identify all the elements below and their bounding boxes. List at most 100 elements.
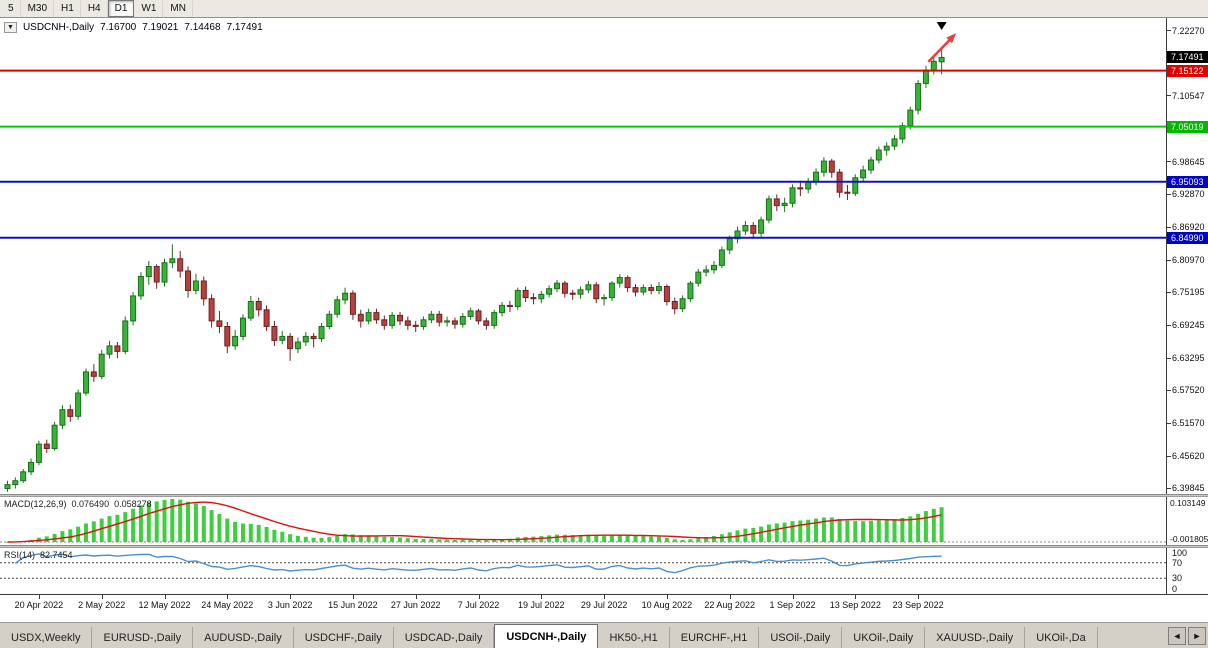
bear-candle [475,310,482,322]
timeframe-button-H1[interactable]: H1 [54,0,81,17]
macd-histogram-bar [814,518,818,542]
price-tick-mark [1167,357,1171,359]
date-tick-mark [101,595,103,599]
timeframe-button-MN[interactable]: MN [163,0,193,17]
price-marker: 7.05019 [1167,120,1208,133]
bull-candle [789,187,796,204]
symbol-tab-ukoil-daily[interactable]: UKOil-,Daily [842,627,926,648]
symbol-tab-usdx-weekly[interactable]: USDX,Weekly [0,627,93,648]
tab-scroll-right-icon[interactable]: ► [1188,627,1206,645]
timeframe-button-D1[interactable]: D1 [107,0,135,17]
macd-histogram-bar [319,537,324,542]
macd-histogram-bar [649,536,654,542]
macd-histogram-bar [99,518,104,542]
macd-histogram-bar [256,524,261,542]
symbol-tab-ukoil-da[interactable]: UKOil-,Da [1025,627,1098,648]
bear-candle [844,191,851,194]
macd-histogram-bar [869,520,873,542]
candlestick-chart[interactable] [0,18,1166,494]
timeframe-button-W1[interactable]: W1 [134,0,164,17]
macd-histogram-bar [421,539,426,542]
macd-histogram-bar [295,535,300,542]
bull-candle [137,276,144,297]
symbol-tab-usdcnh-daily[interactable]: USDCNH-,Daily [494,624,599,648]
bull-candle [75,392,82,417]
bull-candle [169,258,176,264]
macd-histogram-bar [131,508,136,542]
bull-candle [922,69,929,84]
macd-histogram-bar [60,531,65,542]
bull-candle [687,282,694,300]
macd-histogram-bar [107,516,112,542]
bull-candle [734,230,741,240]
macd-histogram-bar [876,520,881,542]
price-tick-label: 7.22270 [1172,25,1205,36]
bear-candle [671,301,678,310]
bull-candle [247,301,254,319]
timeframe-button-H4[interactable]: H4 [81,0,108,17]
bull-candle [601,297,608,300]
symbol-tab-audusd-daily[interactable]: AUDUSD-,Daily [193,627,294,648]
bear-candle [114,345,121,352]
bull-candle [145,266,152,277]
macd-histogram-bar [452,540,457,542]
symbol-tab-hk50-h1[interactable]: HK50-,H1 [598,627,670,648]
price-tick-label: 6.39845 [1172,483,1205,494]
chart-menu-icon[interactable]: ▼ [4,22,17,33]
macd-histogram-bar [821,517,826,542]
price-tick-label: 6.69245 [1172,320,1205,331]
macd-chart[interactable] [0,497,1166,545]
bear-candle [263,309,270,327]
symbol-tab-eurusd-daily[interactable]: EURUSD-,Daily [92,627,194,648]
panel-splitter[interactable] [0,494,1208,497]
symbol-tab-usdchf-daily[interactable]: USDCHF-,Daily [294,627,394,648]
price-tick-mark [1167,259,1171,261]
macd-histogram-bar [390,537,395,542]
macd-histogram-bar [358,535,363,542]
macd-histogram-bar [617,535,622,542]
macd-histogram-bar [52,533,57,542]
bull-candle [106,345,113,355]
bull-candle [318,326,325,340]
macd-histogram-bar [774,523,779,542]
bull-candle [907,109,914,127]
bear-candle [828,160,835,173]
timeframe-button-M30[interactable]: M30 [21,0,55,17]
price-tick-label: 6.75195 [1172,287,1205,298]
time-axis: 20 Apr 2022 2 May 2022 12 May 2022 24 May 2… [0,594,1208,622]
price-tick-label: 6.51570 [1172,418,1205,429]
bull-candle [577,289,584,295]
rsi-name: RSI(14) [4,550,36,560]
symbol-tab-usdcad-daily[interactable]: USDCAD-,Daily [394,627,495,648]
bull-candle [420,319,427,327]
bear-candle [412,324,419,327]
date-tick-mark [604,595,606,599]
macd-histogram-bar [398,537,402,542]
bear-candle [483,320,490,326]
macd-histogram-bar [123,512,128,542]
bear-candle [357,313,364,322]
macd-histogram-bar [625,535,630,542]
bull-candle [4,484,11,490]
macd-histogram-bar [162,499,167,542]
bear-candle [773,198,780,207]
rsi-chart[interactable] [0,548,1166,594]
date-tick-label: 29 Jul 2022 [580,600,628,610]
macd-panel: MACD(12,26,9) 0.076490 0.058278 0.103149… [0,497,1208,545]
macd-signal-line [7,501,942,543]
date-tick-label: 24 May 2022 [201,600,254,610]
date-tick-mark [918,595,920,599]
trend-arrow[interactable] [927,35,954,63]
bear-candle [569,292,576,295]
bull-candle [805,181,812,190]
macd-histogram-bar [350,534,355,542]
macd-histogram-bar [609,535,614,542]
date-tick-label: 1 Sep 2022 [769,600,816,610]
tab-scroll-left-icon[interactable]: ◄ [1168,627,1186,645]
symbol-tab-usoil-daily[interactable]: USOil-,Daily [759,627,843,648]
macd-histogram-bar [782,522,787,542]
panel-splitter[interactable] [0,545,1208,548]
symbol-tab-eurchf-h1[interactable]: EURCHF-,H1 [670,627,760,648]
symbol-tab-xauusd-daily[interactable]: XAUUSD-,Daily [925,627,1026,648]
timeframe-button-5[interactable]: 5 [1,0,21,17]
